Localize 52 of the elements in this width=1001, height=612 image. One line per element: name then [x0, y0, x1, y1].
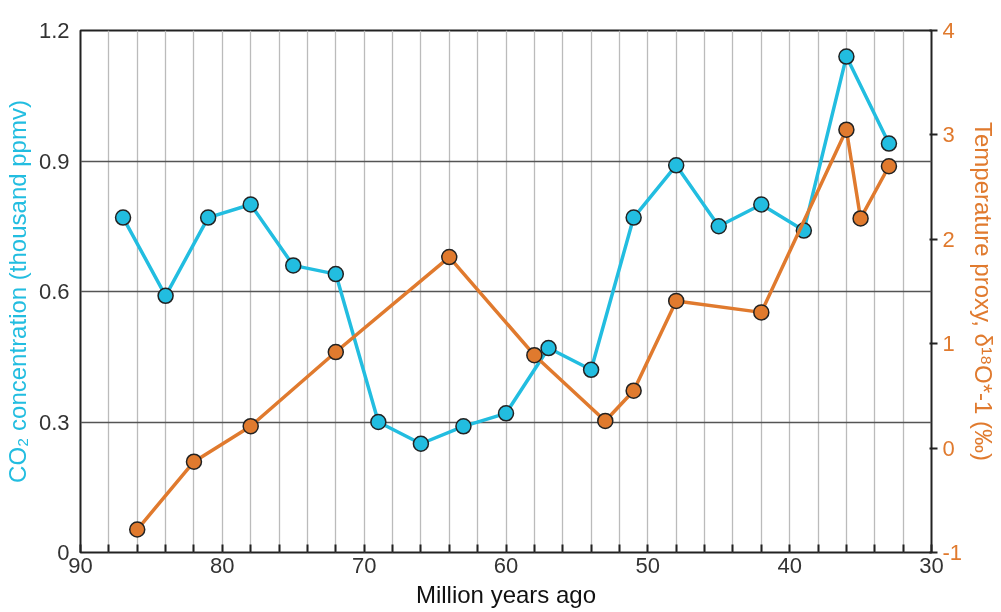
- point: [852, 210, 869, 227]
- point: [242, 417, 259, 435]
- point: [285, 257, 302, 274]
- point: [157, 287, 174, 305]
- point: [114, 209, 132, 226]
- y2-axis-title: Temperature proxy, δ¹⁸O*-1 (‰): [970, 121, 998, 462]
- y2-tick-label: -1: [942, 540, 963, 565]
- y-tick-label: 0.9: [38, 148, 70, 174]
- x-tick-label: 40: [777, 552, 802, 578]
- y2-tick-label: 3: [942, 122, 955, 148]
- point: [753, 196, 770, 213]
- x-tick-label: 30: [919, 552, 944, 578]
- point: [327, 343, 345, 361]
- point: [185, 453, 203, 470]
- point: [128, 521, 146, 538]
- point: [597, 412, 614, 430]
- point: [441, 248, 458, 266]
- x-tick-label: 80: [210, 552, 235, 578]
- point: [497, 405, 515, 422]
- point: [526, 346, 543, 364]
- x-tick-label: 60: [493, 552, 519, 578]
- point: [412, 435, 430, 452]
- point: [327, 265, 345, 283]
- y-axis-title: CO₂ concentration (thousand ppmv): [3, 100, 31, 483]
- y2-tick-label: 1: [942, 331, 955, 357]
- x-tick-label: 50: [635, 552, 661, 578]
- point: [667, 157, 685, 174]
- point: [838, 48, 855, 65]
- point: [753, 304, 770, 321]
- x-axis-title: Million years ago: [415, 580, 597, 608]
- point: [582, 361, 600, 379]
- point: [370, 413, 387, 431]
- x-tick-label: 90: [68, 552, 93, 578]
- point: [455, 418, 472, 435]
- point: [625, 382, 642, 399]
- y-tick-label: 1.2: [38, 18, 70, 43]
- point: [880, 157, 898, 175]
- y2-tick-label: 0: [942, 435, 955, 461]
- point: [242, 196, 259, 213]
- y-tick-label: 0.3: [38, 409, 70, 435]
- x-tick-label: 70: [351, 552, 377, 578]
- y-tick-label: 0: [57, 540, 70, 565]
- point: [880, 135, 898, 152]
- y-tick-label: 0.6: [38, 279, 70, 304]
- point: [667, 292, 685, 310]
- point: [540, 339, 557, 357]
- point: [199, 209, 217, 226]
- y2-tick-label: 2: [942, 226, 955, 252]
- point: [625, 209, 642, 226]
- point: [710, 218, 727, 235]
- point: [838, 121, 855, 138]
- y2-tick-label: 4: [942, 18, 955, 43]
